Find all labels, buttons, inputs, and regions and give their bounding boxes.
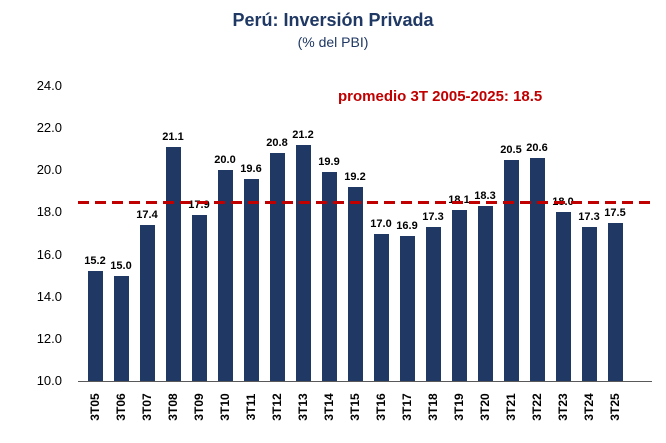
bar xyxy=(243,178,259,381)
x-axis-line xyxy=(78,381,652,382)
y-tick-label: 12.0 xyxy=(36,330,62,346)
bar-value-label: 15.0 xyxy=(110,259,132,272)
bar xyxy=(321,172,337,381)
bar xyxy=(373,233,389,381)
bar xyxy=(87,271,103,381)
average-annotation: promedio 3T 2005-2025: 18.5 xyxy=(338,88,543,105)
y-tick-label: 14.0 xyxy=(36,288,62,304)
bar-value-label: 17.3 xyxy=(422,211,444,224)
bar-value-label: 19.9 xyxy=(318,156,340,169)
bar-value-label: 16.9 xyxy=(396,219,418,232)
x-tick-label: 3T24 xyxy=(582,393,596,421)
x-tick-label: 3T20 xyxy=(478,393,492,421)
bar-value-label: 18.3 xyxy=(474,190,496,203)
x-tick-label: 3T15 xyxy=(348,393,362,421)
bar-value-label: 19.6 xyxy=(240,162,262,175)
bar xyxy=(555,212,571,381)
y-tick-label: 10.0 xyxy=(36,373,62,388)
bar xyxy=(451,210,467,381)
bar xyxy=(113,275,129,381)
bar xyxy=(503,159,519,381)
y-tick-label: 18.0 xyxy=(36,204,62,220)
bar xyxy=(607,222,623,381)
bar xyxy=(139,225,155,381)
bar-value-label: 15.2 xyxy=(84,255,106,268)
bar-value-label: 21.2 xyxy=(292,129,314,141)
bar xyxy=(477,206,493,381)
x-tick-label: 3T19 xyxy=(452,393,466,421)
y-tick-label: 16.0 xyxy=(36,246,62,262)
x-tick-label: 3T07 xyxy=(140,393,154,421)
bar-value-label: 17.5 xyxy=(604,206,626,219)
chart-subtitle: (% del PBI) xyxy=(297,34,369,50)
x-tick-label: 3T12 xyxy=(270,393,284,421)
y-tick-label: 24.0 xyxy=(36,78,62,93)
bar xyxy=(269,153,285,381)
x-tick-label: 3T22 xyxy=(530,393,544,421)
average-dashed-line xyxy=(78,200,652,204)
x-tick-label: 3T11 xyxy=(244,393,258,421)
bar-value-label: 17.3 xyxy=(578,211,600,224)
bar xyxy=(425,227,441,381)
plot-area: 15.2 3T05 15.0 3T06 17.4 3T07 21.1 3T08 17.9 3T09… xyxy=(78,86,652,421)
bar-value-label: 17.0 xyxy=(370,217,392,230)
bar xyxy=(399,235,415,381)
x-tick-label: 3T23 xyxy=(556,393,570,421)
y-tick-label: 20.0 xyxy=(36,162,62,178)
x-tick-label: 3T25 xyxy=(608,393,622,421)
bar-value-label: 20.0 xyxy=(214,154,236,167)
bar-value-label: 20.8 xyxy=(266,137,288,150)
x-tick-label: 3T06 xyxy=(114,393,128,421)
bar-value-label: 17.4 xyxy=(136,209,158,222)
x-tick-label: 3T16 xyxy=(374,393,388,421)
x-tick-label: 3T08 xyxy=(166,393,180,421)
bar xyxy=(347,187,363,381)
bar xyxy=(217,170,233,381)
y-tick-label: 22.0 xyxy=(36,120,62,136)
bar xyxy=(165,147,181,381)
bar-value-label: 20.5 xyxy=(500,143,522,156)
x-tick-label: 3T10 xyxy=(218,393,232,421)
x-tick-label: 3T09 xyxy=(192,393,206,421)
bar-value-label: 19.2 xyxy=(344,171,366,184)
x-tick-label: 3T17 xyxy=(400,393,414,421)
x-tick-label: 3T21 xyxy=(504,393,518,421)
bar xyxy=(191,214,207,381)
bar xyxy=(295,145,311,381)
x-tick-label: 3T13 xyxy=(296,393,310,421)
bar-value-label: 21.1 xyxy=(162,131,184,144)
x-tick-label: 3T18 xyxy=(426,393,440,421)
x-tick-label: 3T14 xyxy=(322,393,336,421)
bar-value-label: 20.6 xyxy=(526,141,548,154)
bar xyxy=(581,227,597,381)
chart-title: Perú: Inversión Privada xyxy=(232,10,434,30)
bar xyxy=(529,157,545,381)
x-tick-label: 3T05 xyxy=(88,393,102,421)
